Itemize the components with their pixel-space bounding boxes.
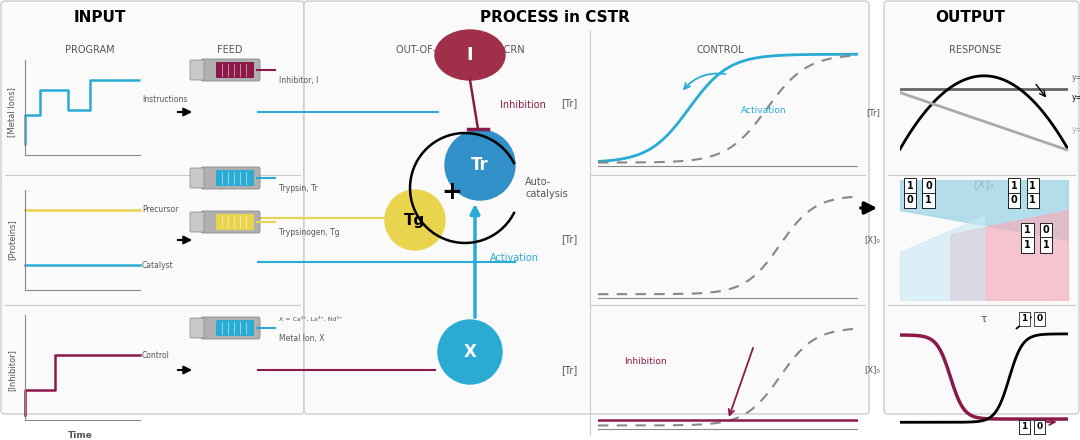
FancyBboxPatch shape <box>1 1 303 414</box>
Text: OUTPUT: OUTPUT <box>935 11 1004 26</box>
Text: y=a: y=a <box>1071 73 1080 82</box>
FancyBboxPatch shape <box>201 59 260 81</box>
Text: Time: Time <box>68 430 93 440</box>
Text: [Metal Ions]: [Metal Ions] <box>8 87 16 137</box>
Text: CONTROL: CONTROL <box>697 45 744 55</box>
Text: Inhibition: Inhibition <box>624 357 666 366</box>
Text: PROCESS in CSTR: PROCESS in CSTR <box>481 11 630 26</box>
Ellipse shape <box>435 30 505 80</box>
Circle shape <box>445 130 515 200</box>
Text: +: + <box>442 180 462 204</box>
Text: Tr: Tr <box>471 156 489 174</box>
FancyBboxPatch shape <box>201 167 260 189</box>
Text: Trypsin, Tr: Trypsin, Tr <box>279 184 318 193</box>
Text: Control: Control <box>141 351 170 359</box>
Text: [Tr]: [Tr] <box>561 98 577 108</box>
FancyBboxPatch shape <box>190 168 204 188</box>
Text: y=ax²: y=ax² <box>1071 93 1080 102</box>
Text: 0: 0 <box>926 181 932 191</box>
FancyBboxPatch shape <box>303 1 869 414</box>
FancyBboxPatch shape <box>216 170 254 186</box>
Text: 1: 1 <box>907 181 914 191</box>
Text: τ: τ <box>981 314 987 323</box>
Text: 0: 0 <box>1011 195 1017 205</box>
Text: X: X <box>463 343 476 361</box>
Text: 0: 0 <box>907 195 914 205</box>
Text: Activation: Activation <box>490 253 539 263</box>
Text: [Tr]: [Tr] <box>561 365 577 375</box>
FancyBboxPatch shape <box>216 320 254 336</box>
Text: Activation: Activation <box>741 106 786 115</box>
Circle shape <box>438 320 502 384</box>
Text: 1: 1 <box>1022 422 1027 431</box>
Text: Metal Ion, X: Metal Ion, X <box>279 334 324 343</box>
Text: [Tr]: [Tr] <box>561 234 577 244</box>
Text: Tg: Tg <box>404 213 426 227</box>
Text: Inhibition: Inhibition <box>500 100 545 110</box>
FancyBboxPatch shape <box>216 214 254 230</box>
Circle shape <box>384 190 445 250</box>
Text: 0: 0 <box>1022 422 1027 431</box>
Text: INPUT: INPUT <box>73 11 126 26</box>
FancyBboxPatch shape <box>201 317 260 339</box>
FancyBboxPatch shape <box>190 318 204 338</box>
Text: Catalyst: Catalyst <box>141 260 174 269</box>
Text: 1: 1 <box>1029 195 1036 205</box>
Text: [X]₀: [X]₀ <box>864 235 880 245</box>
Text: [Tr]: [Tr] <box>866 109 880 117</box>
Text: Precursor: Precursor <box>141 205 178 214</box>
FancyBboxPatch shape <box>190 60 204 80</box>
Text: FEED: FEED <box>217 45 243 55</box>
Text: [X]₀: [X]₀ <box>864 366 880 374</box>
FancyBboxPatch shape <box>201 211 260 233</box>
Text: 0: 0 <box>1043 225 1050 235</box>
FancyBboxPatch shape <box>885 1 1079 414</box>
Text: Inhibitor, I: Inhibitor, I <box>279 76 319 85</box>
Text: 0: 0 <box>1037 314 1042 323</box>
Text: 1: 1 <box>1037 422 1042 431</box>
Text: Instructions: Instructions <box>141 95 187 104</box>
Text: y=ax: y=ax <box>1071 125 1080 134</box>
Text: PROGRAM: PROGRAM <box>65 45 114 55</box>
Text: 1: 1 <box>1022 314 1027 323</box>
Text: RESPONSE: RESPONSE <box>949 45 1001 55</box>
Text: Auto-
catalysis: Auto- catalysis <box>525 177 568 199</box>
Text: OUT-OF-EQUILIBRIUM CRN: OUT-OF-EQUILIBRIUM CRN <box>395 45 524 55</box>
Text: 1: 1 <box>1043 240 1050 250</box>
FancyBboxPatch shape <box>216 62 254 78</box>
Text: I: I <box>467 46 473 64</box>
Text: 1: 1 <box>1024 240 1031 250</box>
Text: X = Ca²⁺, La³⁺, Nd³⁺: X = Ca²⁺, La³⁺, Nd³⁺ <box>279 317 342 322</box>
Text: 0: 0 <box>1037 422 1042 431</box>
Text: 1: 1 <box>1029 181 1036 191</box>
Text: Trypsinogen, Tg: Trypsinogen, Tg <box>279 228 339 237</box>
Text: [Inhibitor]: [Inhibitor] <box>8 349 16 391</box>
Text: 1: 1 <box>1024 225 1031 235</box>
Text: [Proteins]: [Proteins] <box>8 220 16 260</box>
Text: 1: 1 <box>1011 181 1017 191</box>
Text: 1: 1 <box>926 195 932 205</box>
FancyBboxPatch shape <box>190 212 204 232</box>
Text: [X]₀: [X]₀ <box>974 180 995 190</box>
